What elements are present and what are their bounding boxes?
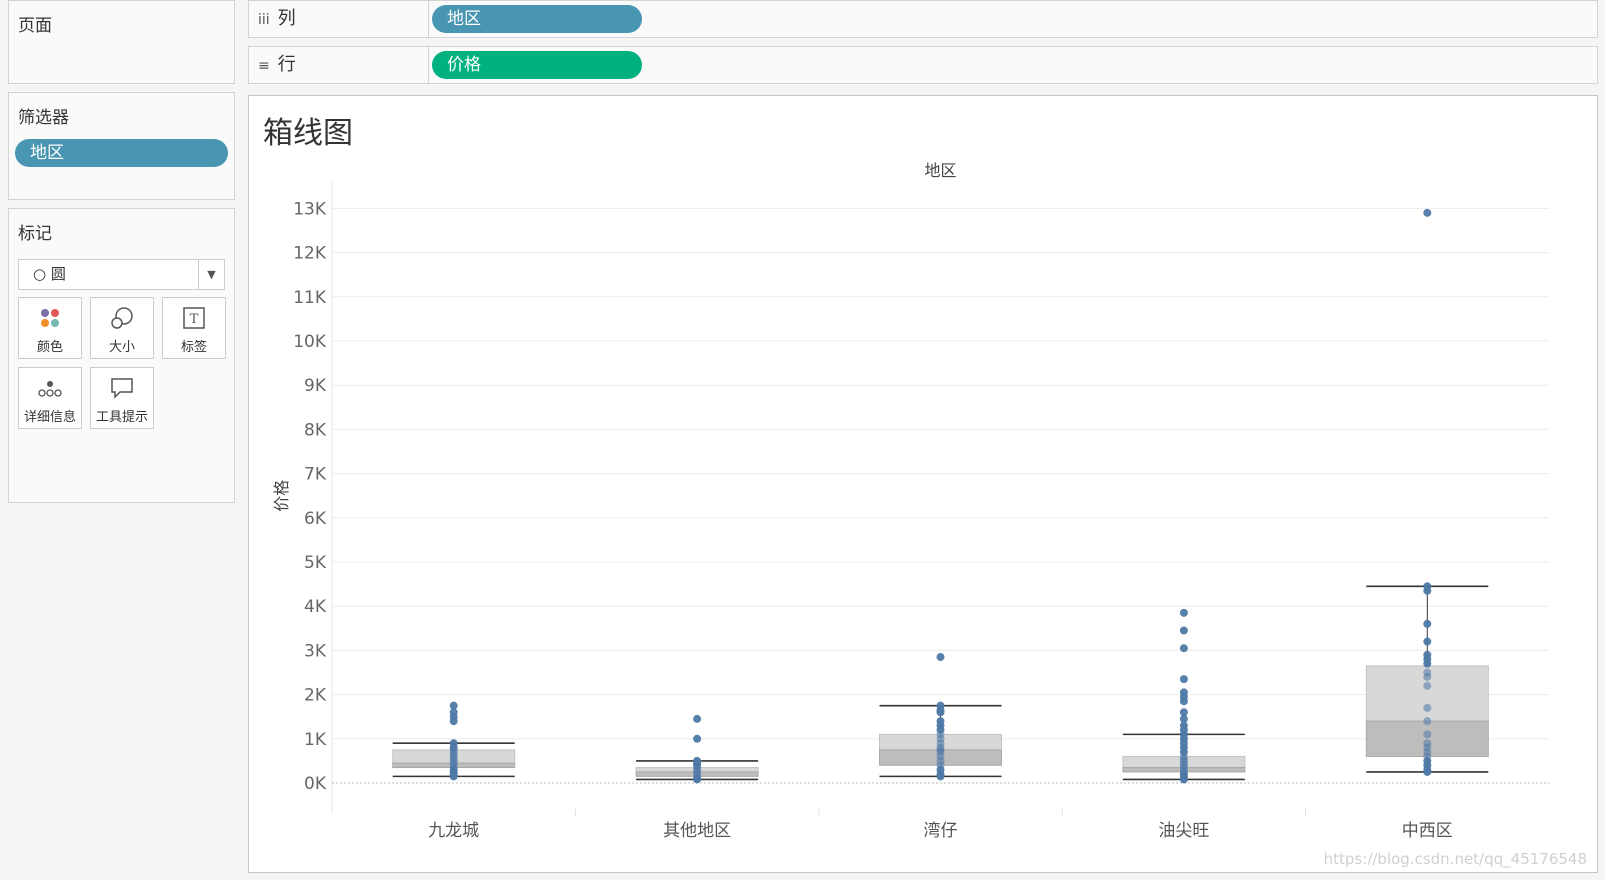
mark-type-value: ○ 圆 xyxy=(33,265,66,283)
data-point xyxy=(936,717,945,726)
y-tick-label: 13K xyxy=(293,199,327,219)
data-point xyxy=(449,708,458,717)
marks-color-label: 颜色 xyxy=(36,340,63,355)
chevron-down-icon[interactable]: ▼ xyxy=(198,260,224,289)
marks-detail-label: 详细信息 xyxy=(23,410,76,425)
data-point xyxy=(1179,644,1188,653)
rows-icon: ≡ xyxy=(258,58,270,74)
y-tick-label: 7K xyxy=(304,465,327,485)
y-tick-label: 1K xyxy=(304,730,327,750)
data-point xyxy=(693,714,702,723)
data-point xyxy=(936,653,945,662)
size-icon xyxy=(91,298,153,330)
y-tick-label: 3K xyxy=(304,641,327,661)
y-tick-label: 8K xyxy=(304,420,327,440)
svg-text:T: T xyxy=(190,312,199,327)
x-tick-label: 油尖旺 xyxy=(1158,821,1209,841)
y-tick-label: 11K xyxy=(293,288,327,308)
data-point xyxy=(1179,714,1188,723)
marks-tooltip-label: 工具提示 xyxy=(95,410,148,425)
marks-card-title: 标记 xyxy=(18,224,52,244)
y-tick-label: 6K xyxy=(304,509,327,529)
columns-pill-region[interactable]: 地区 xyxy=(432,5,642,33)
data-point xyxy=(693,734,702,743)
data-point xyxy=(1423,739,1432,748)
y-tick-label: 4K xyxy=(304,597,327,617)
data-point xyxy=(449,701,458,710)
marks-size-button[interactable]: 大小 xyxy=(90,297,154,359)
x-axis-title: 地区 xyxy=(924,161,956,180)
x-tick-label: 九龙城 xyxy=(428,821,479,841)
marks-card: 标记 ○ 圆 ▼ 颜色 大小 T 标签 xyxy=(8,208,235,503)
filters-card: 筛选器 地区 xyxy=(8,92,235,200)
rows-shelf-title: 行 xyxy=(277,54,296,75)
data-point xyxy=(1423,582,1432,591)
marks-label-label: 标签 xyxy=(180,340,207,355)
viz-title: 箱线图 xyxy=(263,116,353,151)
color-icon xyxy=(19,298,81,330)
y-tick-label: 10K xyxy=(293,332,327,352)
columns-shelf-title: 列 xyxy=(277,8,296,29)
data-point xyxy=(693,756,702,765)
x-tick-label: 其他地区 xyxy=(663,821,731,841)
marks-size-label: 大小 xyxy=(108,340,135,355)
data-point xyxy=(1423,637,1432,646)
pages-card-title: 页面 xyxy=(18,16,52,36)
data-point xyxy=(1423,681,1432,690)
y-tick-label: 2K xyxy=(304,686,327,706)
columns-shelf[interactable]: iii 列 地区 xyxy=(248,0,1598,38)
rows-shelf-label: ≡ 行 xyxy=(249,47,429,83)
data-point xyxy=(1423,619,1432,628)
data-point xyxy=(1423,730,1432,739)
data-point xyxy=(1423,208,1432,217)
x-tick-label: 中西区 xyxy=(1402,821,1453,841)
pages-card: 页面 xyxy=(8,0,235,84)
marks-label-button[interactable]: T 标签 xyxy=(162,297,226,359)
filter-pill-region[interactable]: 地区 xyxy=(15,139,228,167)
data-point xyxy=(1179,721,1188,730)
data-point xyxy=(1423,717,1432,726)
marks-detail-button[interactable]: 详细信息 xyxy=(18,367,82,429)
detail-icon xyxy=(19,368,81,400)
data-point xyxy=(1179,675,1188,684)
columns-icon: iii xyxy=(258,12,270,28)
columns-shelf-label: iii 列 xyxy=(249,1,429,37)
label-icon: T xyxy=(163,298,225,330)
data-point xyxy=(1179,708,1188,717)
y-tick-label: 0K xyxy=(304,774,327,794)
data-point xyxy=(1179,608,1188,617)
data-point xyxy=(1179,688,1188,697)
data-point xyxy=(1423,668,1432,677)
y-axis-title: 价格 xyxy=(272,480,291,512)
mark-type-dropdown[interactable]: ○ 圆 ▼ xyxy=(18,259,225,290)
marks-color-button[interactable]: 颜色 xyxy=(18,297,82,359)
tooltip-icon xyxy=(91,368,153,400)
data-point xyxy=(1179,626,1188,635)
y-tick-label: 9K xyxy=(304,376,327,396)
y-tick-label: 12K xyxy=(293,244,327,264)
marks-tooltip-button[interactable]: 工具提示 xyxy=(90,367,154,429)
data-point xyxy=(1423,703,1432,712)
viz-pane: 箱线图 地区价格 0K 1K 2K 3K 4K 5K 6K 7K 8K 9K 10K 11K 12K 13K… xyxy=(248,95,1598,873)
data-point xyxy=(936,701,945,710)
watermark-text: https://blog.csdn.net/qq_45176548 xyxy=(1323,850,1587,868)
rows-pill-price[interactable]: 价格 xyxy=(432,51,642,79)
y-tick-label: 5K xyxy=(304,553,327,573)
rows-shelf[interactable]: ≡ 行 价格 xyxy=(248,46,1598,84)
data-point xyxy=(1423,650,1432,659)
data-point xyxy=(449,739,458,748)
x-tick-label: 湾仔 xyxy=(924,821,958,841)
filters-card-title: 筛选器 xyxy=(18,108,69,128)
